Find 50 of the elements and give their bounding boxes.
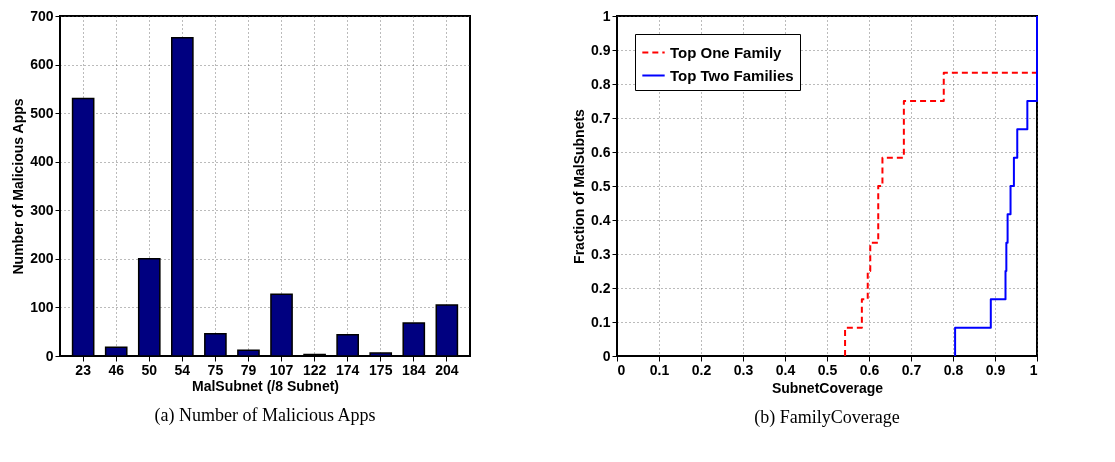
x-tick-label: 1 xyxy=(1029,361,1038,378)
x-tick-label: 184 xyxy=(402,361,426,378)
x-tick-label: 0.6 xyxy=(859,361,880,378)
x-tick-label: 46 xyxy=(108,361,125,378)
legend-label: Top Two Families xyxy=(670,66,794,84)
x-tick-label: 0.7 xyxy=(901,361,922,378)
x-tick-label: 0.4 xyxy=(775,361,796,378)
y-tick-label: 0.2 xyxy=(591,279,611,296)
y-tick-label: 0.3 xyxy=(591,245,611,262)
x-axis-title: SubnetCoverage xyxy=(771,379,884,396)
y-tick-label: 400 xyxy=(30,153,54,170)
x-tick-label: 0.9 xyxy=(985,361,1006,378)
x-tick-label: 0.3 xyxy=(733,361,754,378)
y-tick-label: 0.7 xyxy=(591,109,611,126)
y-tick-label: 0.1 xyxy=(591,313,611,330)
y-tick-label: 700 xyxy=(30,7,54,24)
x-axis-title: MalSubnet (/8 Subnet) xyxy=(192,377,339,394)
x-tick-label: 79 xyxy=(240,361,257,378)
y-tick-label: 500 xyxy=(30,104,54,121)
text: (b) FamilyCoverage xyxy=(754,407,900,428)
x-tick-label: 54 xyxy=(174,361,191,378)
y-tick-label: 1 xyxy=(602,7,611,24)
x-tick-label: 0 xyxy=(617,361,626,378)
y-tick-label: 0.6 xyxy=(591,143,611,160)
y-tick-label: 0.4 xyxy=(591,211,611,228)
x-tick-label: 122 xyxy=(302,361,327,378)
legend-label: Top One Family xyxy=(670,43,783,61)
x-tick-label: 174 xyxy=(335,361,360,378)
y-axis-title: Fraction of MalSubnets xyxy=(571,108,588,264)
y-tick-label: 200 xyxy=(30,250,54,267)
x-tick-label: 0.8 xyxy=(943,361,964,378)
x-tick-label: 50 xyxy=(141,361,158,378)
y-axis-title: Number of Malicious Apps xyxy=(10,98,27,275)
y-tick-label: 0 xyxy=(602,347,611,364)
y-tick-label: 100 xyxy=(30,298,54,315)
x-tick-label: 0.2 xyxy=(691,361,712,378)
y-tick-label: 0.9 xyxy=(591,41,611,58)
y-tick-label: 600 xyxy=(30,56,54,73)
y-tick-label: 0.5 xyxy=(591,177,611,194)
y-tick-label: 0.8 xyxy=(591,75,611,92)
x-tick-label: 204 xyxy=(435,361,459,378)
x-tick-label: 0.1 xyxy=(649,361,670,378)
text: (a) Number of Malicious Apps xyxy=(154,405,376,426)
x-tick-label: 75 xyxy=(207,361,224,378)
y-tick-label: 300 xyxy=(30,201,54,218)
x-tick-label: 0.5 xyxy=(817,361,838,378)
x-tick-label: 175 xyxy=(369,361,393,378)
x-tick-label: 107 xyxy=(269,361,294,378)
y-tick-label: 0 xyxy=(45,347,54,364)
x-tick-label: 23 xyxy=(75,361,92,378)
